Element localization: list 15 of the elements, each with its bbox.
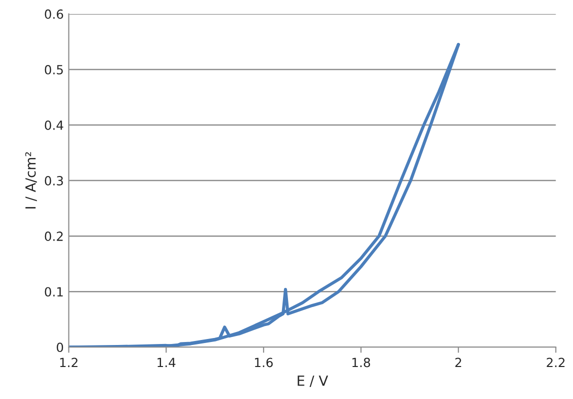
y-tick-label: 0 <box>56 342 64 352</box>
x-tick-label: 1.6 <box>255 358 273 368</box>
y-tick-label: 0.3 <box>44 176 63 186</box>
y-tick-label: 0.5 <box>44 64 63 74</box>
y-tick-label: 0.2 <box>44 232 63 241</box>
y-tick-label: 0.1 <box>44 287 63 297</box>
y-tick-label: 0.6 <box>44 9 64 19</box>
x-tick-label: 1.4 <box>158 358 176 368</box>
x-tick-label: 2.2 <box>546 358 564 368</box>
x-tick-label: 1.2 <box>60 358 78 368</box>
y-axis-title: I / A/cm² <box>25 152 37 208</box>
x-axis-title: E / V <box>298 376 328 388</box>
y-tick-label: 0.4 <box>44 120 64 130</box>
x-tick-label: 1.8 <box>352 358 370 368</box>
x-tick-label: 2 <box>455 358 462 368</box>
